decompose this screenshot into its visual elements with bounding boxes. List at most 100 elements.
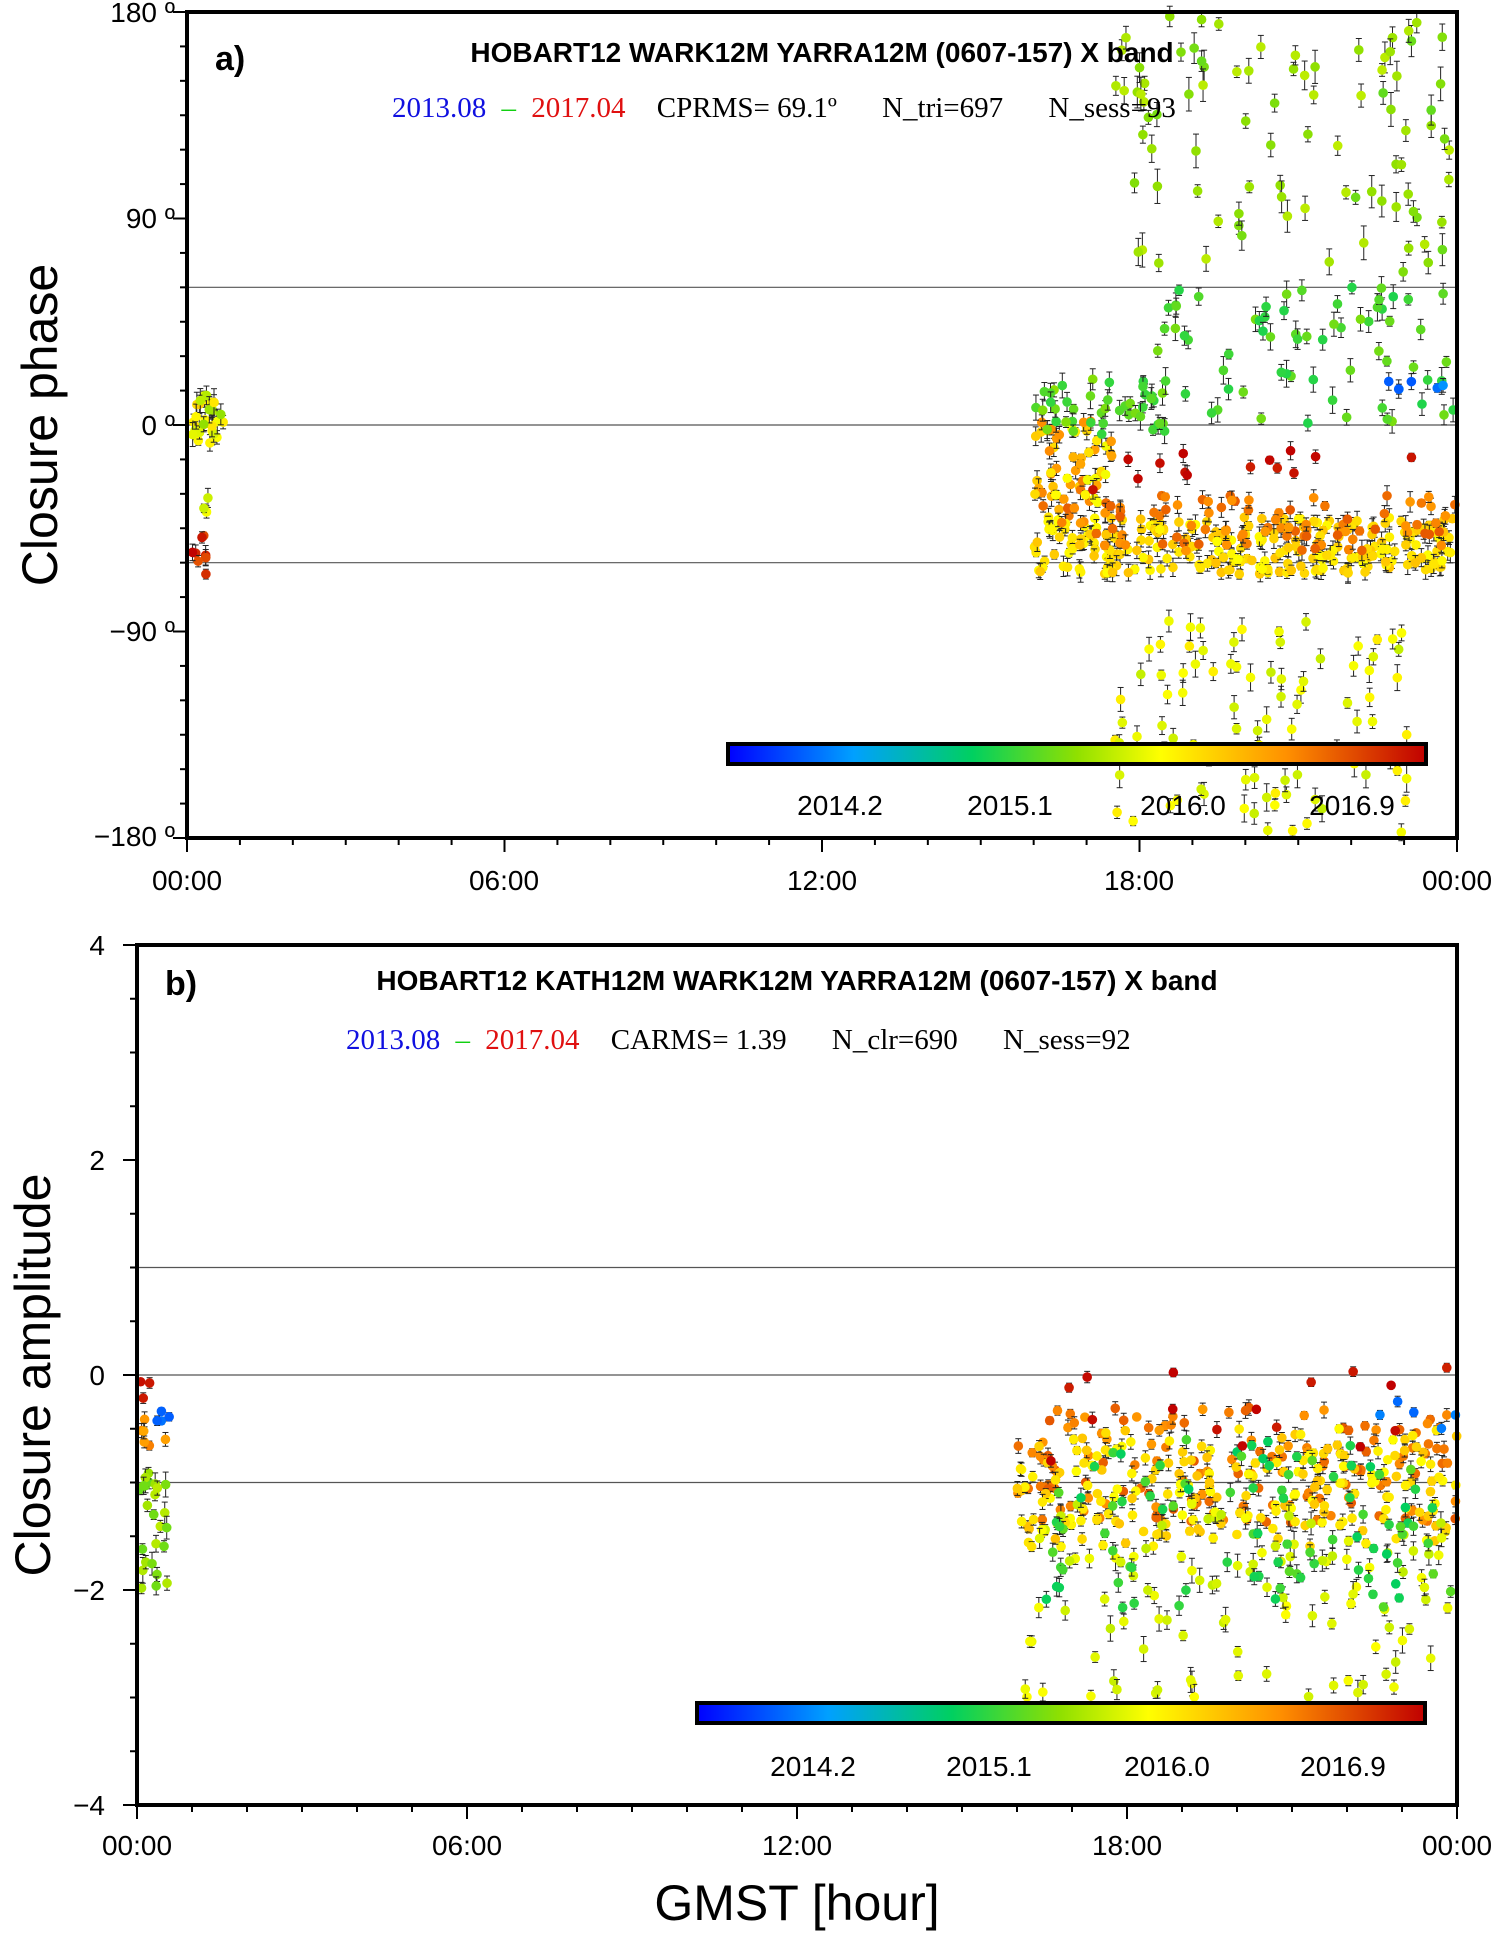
panel-a-marker [1382,356,1392,366]
panel-a-data-point [1272,462,1283,474]
panel-a-marker [1216,567,1227,578]
panel-b-marker [1381,1477,1392,1487]
panel-a-data-point [1388,284,1399,310]
panel-a-marker [1213,19,1224,29]
panel-a-marker [1401,773,1412,784]
panel-a-data-point [1120,534,1131,556]
panel-a-marker [1153,258,1164,268]
panel-a-data-point [1261,296,1271,317]
panel-b-data-point [1240,1402,1251,1419]
panel-a-marker [1292,699,1302,710]
panel-a-marker [1355,314,1366,325]
panel-a-marker [1391,202,1401,212]
panel-a-marker [1221,540,1232,550]
panel-a-marker [1387,32,1398,43]
panel-a-data-point [1114,761,1125,789]
panel-b-data-point [1432,1441,1442,1456]
panel-a-data-point [1234,201,1244,226]
panel-a-data-point [187,543,198,562]
panel-a-rms: CPRMS= 69.1º [657,92,837,124]
panel-a-marker [1136,535,1146,546]
panel-a-marker [1069,503,1080,513]
panel-a-marker [1146,143,1157,154]
panel-a-marker [1145,565,1155,576]
panel-a-data-point [1106,431,1116,452]
panel-a-marker [1191,146,1201,156]
panel-a-marker [1059,494,1069,504]
panel-a-data-point [1229,632,1239,653]
panel-a-marker [1314,550,1325,561]
panel-a-marker [1370,524,1381,535]
panel-a-marker [1412,519,1422,530]
panel-a-data-point [1332,527,1343,543]
panel-a-marker [1332,140,1343,151]
panel-a-marker [1348,660,1359,671]
panel-a-data-point [1258,321,1268,341]
panel-a-data-point [1196,50,1207,72]
panel-a-marker [1419,239,1430,250]
panel-a-marker [197,532,207,543]
panel-a-end-year: 2017.04 [531,92,626,124]
panel-a-marker [1392,71,1402,81]
panel-a-data-point [1398,262,1408,282]
panel-a-data-point [1270,514,1281,525]
panel-a-marker [1088,484,1098,495]
panel-a-data-point [1320,500,1330,511]
panel-a-marker [1157,539,1168,549]
panel-a-marker [1044,446,1055,456]
panel-a-data-point [1403,293,1414,306]
panel-a-marker [1411,17,1422,28]
panel-a-data-point [1292,761,1303,789]
panel-a-marker [1243,65,1254,76]
panel-a-marker [1292,769,1303,780]
panel-a-marker [1192,186,1203,196]
panel-b-marker [1065,1409,1076,1419]
panel-a-marker [1434,526,1444,537]
panel-a-marker [1172,795,1182,805]
panel-a-data-point [1439,404,1449,426]
panel-a-data-point [1156,669,1167,681]
panel-b-marker [1231,1462,1242,1472]
panel-a-marker [1308,492,1319,503]
panel-a-data-point [1190,650,1201,678]
panel-a-marker [1089,513,1100,524]
panel-b-data-point [1299,1410,1310,1421]
panel-a-x-tick-label: 00:00 [152,865,222,896]
panel-a-marker [1285,505,1295,515]
panel-a-marker [1286,724,1297,734]
panel-a-data-point [1149,504,1159,521]
panel-a-marker [1256,42,1266,52]
panel-a-marker [1336,322,1346,333]
panel-a-data-point [1138,376,1148,397]
panel-a-marker [1174,517,1184,527]
panel-a-marker [1049,549,1060,560]
panel-a-data-point [1298,671,1309,692]
panel-a-marker [1129,178,1140,188]
panel-a-data-point [216,403,226,426]
panel-a-marker [1114,405,1125,416]
panel-a-data-point [1107,562,1118,583]
panel-a-data-point [1444,171,1454,188]
panel-a-data-point [1198,641,1208,661]
panel-a-marker [1392,765,1403,776]
panel-a-data-point [1288,61,1299,77]
panel-a-marker [1167,539,1178,550]
panel-a-data-point [1303,414,1313,432]
panel-a-marker [1105,501,1116,511]
panel-a-data-point [1197,490,1208,510]
panel-a-marker [1133,247,1144,257]
panel-b-marker [1197,1404,1208,1415]
panel-a-marker [1198,645,1208,656]
panel-b-marker [1083,1493,1094,1503]
panel-a-data-point [1080,490,1091,500]
panel-a-marker [1062,473,1073,484]
panel-a-marker [1245,672,1256,683]
panel-b-data-point [164,1412,174,1422]
panel-a-marker [1178,668,1188,678]
panel-b-data-point [1442,1458,1453,1468]
panel-a-marker [209,397,219,408]
panel-a-data-point [1174,284,1184,296]
panel-a-data-point [1439,127,1450,151]
panel-a-marker [1092,497,1103,508]
panel-a-data-point [1089,510,1100,526]
